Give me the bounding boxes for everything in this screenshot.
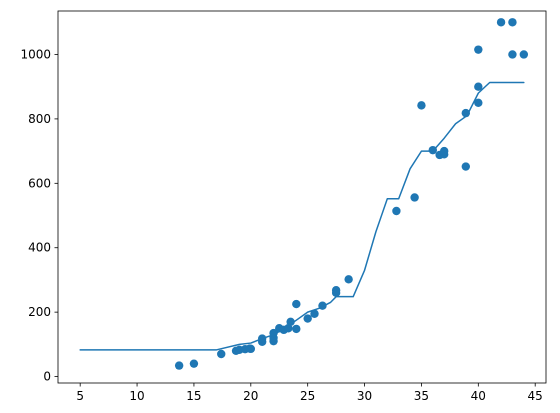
scatter-point xyxy=(217,349,226,359)
scatter-point xyxy=(303,314,312,323)
y-tick-label: 400 xyxy=(28,241,51,255)
scatter-point xyxy=(310,309,319,318)
scatter-point xyxy=(189,359,199,368)
y-tick-label: 1000 xyxy=(20,47,51,61)
plot-layer xyxy=(79,18,529,370)
scatter-point xyxy=(246,344,256,354)
scatter-point xyxy=(474,82,483,91)
y-tick-label: 600 xyxy=(28,176,51,190)
scatter-point xyxy=(428,145,438,155)
y-tick-label: 800 xyxy=(28,112,51,126)
x-tick-label: 15 xyxy=(186,389,201,403)
scatter-point xyxy=(344,275,353,284)
x-tick-label: 30 xyxy=(357,389,372,403)
scatter-point xyxy=(439,146,449,156)
scatter-point xyxy=(286,317,295,327)
scatter-point xyxy=(474,98,483,107)
scatter-point xyxy=(292,324,301,334)
scatter-point xyxy=(417,101,426,110)
x-tick-label: 45 xyxy=(528,389,543,403)
axis-layer: 5 10 15 20 25 30 35 40 45 0 200 400 600 800 1000 xyxy=(20,47,542,403)
scatter-point xyxy=(269,328,278,338)
plot-frame xyxy=(57,10,547,384)
x-tick-label: 10 xyxy=(129,389,144,403)
x-tick-label: 40 xyxy=(471,389,486,403)
x-tick-label: 5 xyxy=(76,389,84,403)
scatter-point xyxy=(257,334,267,343)
scatter-point xyxy=(496,18,506,27)
scatter-point xyxy=(292,299,301,309)
scatter-point xyxy=(519,50,529,59)
plot-area-background xyxy=(58,11,546,383)
scatter-point xyxy=(410,193,419,202)
scatter-point xyxy=(508,50,517,59)
fit-line xyxy=(79,81,525,351)
scatter-point xyxy=(461,108,470,118)
scatter-point xyxy=(474,45,483,54)
scatter-point xyxy=(331,286,341,295)
x-tick-label: 35 xyxy=(414,389,429,403)
scatter-point xyxy=(284,324,293,333)
x-tick-label: 25 xyxy=(300,389,315,403)
y-tick-label: 200 xyxy=(28,305,51,319)
x-tick-label: 20 xyxy=(243,389,258,403)
scatter-point xyxy=(392,206,401,216)
scatter-point xyxy=(508,18,517,27)
scatter-point xyxy=(318,301,327,310)
y-tick-label: 0 xyxy=(43,370,51,384)
scatter-point xyxy=(461,162,470,171)
scatter-point xyxy=(174,361,184,370)
